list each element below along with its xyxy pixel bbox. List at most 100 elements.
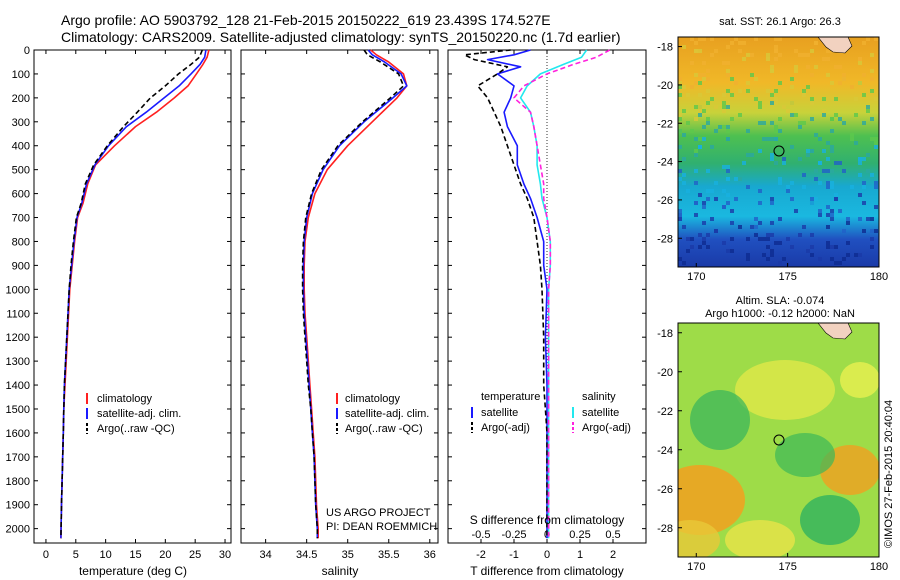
sst-pixel bbox=[842, 77, 846, 81]
sst-pixel bbox=[698, 81, 702, 85]
sst-pixel bbox=[838, 65, 842, 69]
sst-pixel bbox=[862, 121, 866, 125]
sst-pixel bbox=[746, 257, 750, 261]
sst-pixel bbox=[810, 201, 814, 205]
sst-pixel bbox=[722, 125, 726, 129]
sst-pixel bbox=[706, 245, 710, 249]
sst-pixel bbox=[690, 245, 694, 249]
t-difference-tick-label: 2 bbox=[610, 549, 616, 561]
sst-pixel bbox=[806, 153, 810, 157]
sst-pixel bbox=[834, 161, 838, 165]
sst-pixel bbox=[726, 69, 730, 73]
sst-pixel bbox=[810, 197, 814, 201]
salinity-tick-label: 36 bbox=[424, 549, 436, 561]
sst-pixel bbox=[830, 181, 834, 185]
sst-pixel bbox=[814, 197, 818, 201]
sst-pixel bbox=[726, 165, 730, 169]
sst-pixel bbox=[754, 37, 758, 41]
sst-pixel bbox=[718, 125, 722, 129]
sst-pixel bbox=[834, 193, 838, 197]
sst-pixel bbox=[802, 89, 806, 93]
depth-tick-label: 1700 bbox=[6, 452, 30, 464]
series-line-argo-raw-qc- bbox=[301, 49, 405, 539]
legend-label-argo: Argo(..raw -QC) bbox=[345, 423, 423, 435]
sst-pixel bbox=[810, 117, 814, 121]
sst-pixel bbox=[774, 97, 778, 101]
lat-tick-label: -28 bbox=[657, 523, 673, 535]
temperature-tick-label: 10 bbox=[100, 549, 112, 561]
temperature-axes-frame bbox=[33, 49, 232, 544]
sla-map-title-line-1: Altim. SLA: -0.074 bbox=[736, 295, 825, 307]
sst-pixel bbox=[726, 105, 730, 109]
sst-pixel bbox=[690, 61, 694, 65]
sst-pixel bbox=[826, 241, 830, 245]
salinity-legend: climatology satellite-adj. clim. Argo(..… bbox=[336, 393, 429, 435]
sst-pixel bbox=[734, 37, 738, 41]
sst-pixel bbox=[678, 217, 682, 221]
depth-tick-label: 1900 bbox=[6, 500, 30, 512]
t-difference-tick-label: 0 bbox=[544, 549, 550, 561]
sst-pixel bbox=[702, 205, 706, 209]
sst-pixel bbox=[706, 101, 710, 105]
sst-pixel bbox=[806, 65, 810, 69]
salinity-xlabel: salinity bbox=[322, 564, 359, 578]
salinity-tick-label: 34.5 bbox=[296, 549, 317, 561]
sst-pixel bbox=[842, 121, 846, 125]
sst-pixel bbox=[826, 185, 830, 189]
sst-pixel bbox=[706, 121, 710, 125]
sst-pixel bbox=[778, 81, 782, 85]
sst-pixel bbox=[730, 249, 734, 253]
sst-pixel bbox=[818, 161, 822, 165]
sst-pixel bbox=[786, 237, 790, 241]
sst-pixel bbox=[770, 253, 774, 257]
sst-pixel bbox=[698, 109, 702, 113]
sst-pixel bbox=[710, 189, 714, 193]
sst-pixel bbox=[826, 141, 830, 145]
sla-map-title-line-2: Argo h1000: -0.12 h2000: NaN bbox=[705, 308, 855, 320]
sst-pixel bbox=[766, 57, 770, 61]
t-difference-tick-label: -1 bbox=[509, 549, 519, 561]
salinity-x-axis: 34 34.5 35 35.5 36 bbox=[260, 50, 436, 561]
sst-pixel bbox=[802, 93, 806, 97]
sst-pixel bbox=[810, 101, 814, 105]
sst-pixel bbox=[870, 53, 874, 57]
sst-pixel bbox=[682, 85, 686, 89]
sla-low-blob bbox=[690, 390, 750, 450]
sst-pixel bbox=[746, 53, 750, 57]
sst-pixel bbox=[838, 209, 842, 213]
salinity-axes-frame bbox=[240, 49, 439, 544]
sst-pixel bbox=[858, 193, 862, 197]
sst-pixel-noise bbox=[678, 37, 878, 265]
sst-pixel bbox=[790, 77, 794, 81]
salinity-tick-label: 35 bbox=[342, 549, 354, 561]
sst-pixel bbox=[694, 201, 698, 205]
sst-pixel bbox=[702, 221, 706, 225]
sst-pixel bbox=[862, 229, 866, 233]
series-line-t-argo-adj- bbox=[463, 49, 548, 539]
sst-pixel bbox=[798, 157, 802, 161]
sst-pixel bbox=[706, 77, 710, 81]
sst-pixel bbox=[694, 181, 698, 185]
sst-pixel bbox=[758, 221, 762, 225]
t-difference-tick-label: 1 bbox=[577, 549, 583, 561]
lon-tick-label: 175 bbox=[778, 271, 796, 283]
sst-pixel bbox=[694, 81, 698, 85]
sst-pixel bbox=[834, 197, 838, 201]
depth-tick-label: 1800 bbox=[6, 476, 30, 488]
sst-pixel bbox=[822, 149, 826, 153]
legend-label-satellite: satellite-adj. clim. bbox=[97, 408, 181, 420]
sst-pixel bbox=[682, 261, 686, 265]
temperature-x-axis: 0 5 10 15 20 25 30 bbox=[43, 50, 231, 561]
sst-pixel bbox=[726, 201, 730, 205]
sst-pixel bbox=[810, 149, 814, 153]
sst-pixel bbox=[790, 113, 794, 117]
land-patch bbox=[817, 37, 853, 54]
sst-pixel bbox=[766, 89, 770, 93]
lat-tick-label: -22 bbox=[657, 118, 673, 130]
series-line-t-satellite bbox=[486, 49, 548, 539]
sst-pixel bbox=[794, 69, 798, 73]
difference-depth-ticks bbox=[448, 49, 646, 530]
sst-pixel bbox=[698, 105, 702, 109]
sst-pixel bbox=[710, 53, 714, 57]
